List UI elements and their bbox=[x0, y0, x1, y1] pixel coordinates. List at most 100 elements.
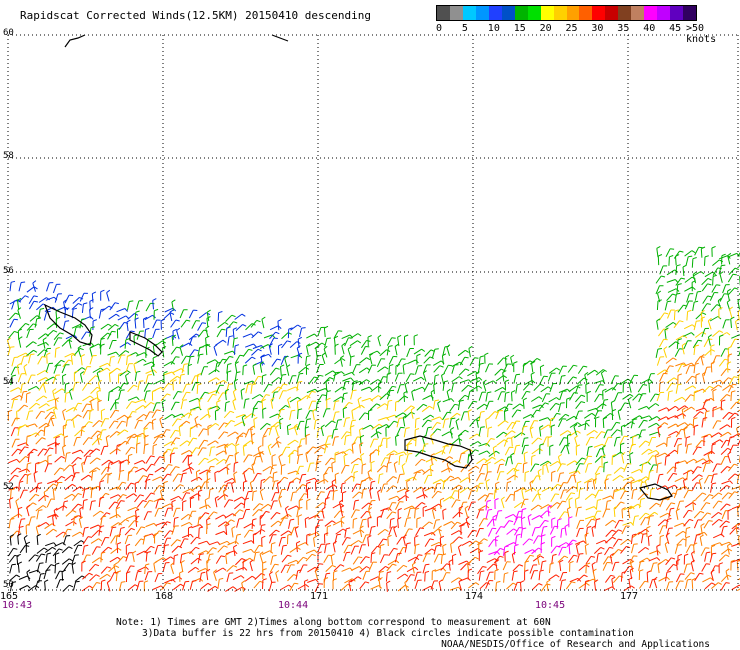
wind-barb-feather bbox=[178, 545, 183, 549]
wind-barb bbox=[722, 319, 727, 329]
wind-barb bbox=[340, 357, 343, 367]
wind-barb bbox=[701, 563, 707, 572]
wind-barb bbox=[731, 543, 740, 547]
wind-barb-feather bbox=[629, 452, 634, 455]
wind-barb-feather bbox=[305, 584, 310, 588]
wind-barb-feather bbox=[231, 481, 236, 485]
wind-barb-feather bbox=[267, 443, 272, 447]
wind-barb-feather bbox=[708, 520, 713, 522]
wind-barb-feather bbox=[718, 511, 723, 515]
wind-barb-feather bbox=[495, 535, 500, 538]
wind-barb-feather bbox=[71, 562, 76, 566]
wind-barb-feather bbox=[368, 507, 373, 511]
wind-barb-feather bbox=[707, 512, 712, 515]
wind-barb-feather bbox=[424, 443, 429, 445]
wind-barb bbox=[467, 490, 472, 500]
wind-barb-feather bbox=[358, 540, 363, 544]
wind-barb bbox=[475, 528, 481, 537]
wind-barb bbox=[605, 529, 613, 537]
wind-barb bbox=[603, 429, 608, 439]
wind-barb bbox=[725, 571, 729, 581]
wind-barb-feather bbox=[153, 443, 158, 447]
wind-barb bbox=[181, 364, 185, 374]
wind-barb bbox=[431, 349, 436, 358]
wind-barb bbox=[575, 545, 579, 555]
wind-barb-feather bbox=[115, 565, 120, 569]
wind-barb bbox=[477, 364, 481, 373]
wind-barb bbox=[727, 454, 731, 464]
wind-barb bbox=[81, 585, 90, 592]
wind-barb-feather bbox=[694, 424, 699, 427]
wind-barb bbox=[470, 385, 479, 392]
wind-barb-feather bbox=[291, 409, 296, 412]
wind-barb-feather bbox=[419, 527, 424, 529]
wind-barb bbox=[109, 486, 118, 491]
wind-barb-feather bbox=[198, 397, 203, 401]
wind-barb bbox=[79, 508, 82, 518]
wind-barb bbox=[46, 406, 55, 412]
wind-barb bbox=[307, 566, 316, 573]
wind-barb bbox=[275, 438, 280, 448]
wind-barb bbox=[596, 553, 599, 563]
wind-barb bbox=[576, 377, 585, 385]
wind-barb-feather bbox=[168, 464, 173, 466]
wind-barb bbox=[585, 437, 591, 446]
wind-barb-feather bbox=[646, 557, 651, 561]
wind-barb-feather bbox=[258, 544, 263, 547]
wind-barb bbox=[143, 391, 148, 401]
wind-barb-feather bbox=[43, 395, 48, 399]
wind-barb-feather bbox=[712, 552, 717, 555]
wind-barb-feather bbox=[116, 570, 122, 573]
wind-barb bbox=[379, 393, 387, 401]
wind-barb-feather bbox=[23, 404, 29, 408]
wind-barb bbox=[475, 382, 478, 392]
wind-barb-feather bbox=[16, 409, 21, 412]
wind-barb-feather bbox=[175, 319, 180, 322]
wind-barb bbox=[568, 545, 571, 555]
wind-barb bbox=[386, 337, 393, 346]
wind-barb-feather bbox=[297, 336, 303, 340]
wind-barb bbox=[621, 525, 627, 535]
wind-barb-feather bbox=[539, 425, 544, 428]
wind-barb bbox=[152, 319, 158, 329]
wind-barb-feather bbox=[383, 376, 388, 378]
wind-barb bbox=[296, 466, 301, 475]
wind-barb-feather bbox=[313, 549, 318, 554]
wind-barb bbox=[199, 469, 208, 475]
wind-barb-feather bbox=[257, 445, 262, 449]
wind-barb-feather bbox=[141, 526, 146, 529]
wind-barb-feather bbox=[39, 562, 44, 564]
wind-barb-feather bbox=[45, 522, 50, 526]
wind-barb bbox=[164, 508, 169, 517]
wind-barb-feather bbox=[23, 535, 28, 539]
wind-barb-feather bbox=[186, 319, 191, 322]
wind-barb-feather bbox=[410, 407, 415, 411]
wind-barb-feather bbox=[488, 426, 493, 429]
wind-barb-feather bbox=[331, 564, 337, 568]
wind-barb bbox=[145, 455, 152, 464]
wind-barb bbox=[442, 480, 445, 490]
wind-barb bbox=[414, 365, 419, 375]
wind-barb bbox=[90, 489, 93, 499]
wind-barb bbox=[574, 499, 577, 509]
wind-barb-feather bbox=[342, 491, 347, 494]
wind-barb bbox=[37, 459, 46, 465]
wind-barb bbox=[331, 429, 335, 439]
wind-barb-feather bbox=[643, 419, 648, 422]
wind-barb-feather bbox=[727, 431, 732, 436]
wind-barb bbox=[648, 422, 657, 428]
wind-barb bbox=[261, 319, 265, 329]
wind-barb-feather bbox=[393, 420, 398, 423]
wind-barb bbox=[115, 535, 118, 545]
wind-barb bbox=[317, 327, 322, 337]
wind-barb-feather bbox=[458, 487, 463, 491]
wind-barb bbox=[530, 570, 535, 580]
wind-barb-feather bbox=[205, 550, 210, 554]
wind-barb bbox=[637, 528, 646, 535]
wind-barb-feather bbox=[275, 331, 280, 335]
wind-barb bbox=[649, 579, 653, 589]
wind-barb bbox=[467, 465, 476, 472]
wind-barb bbox=[98, 367, 108, 373]
wind-barb-feather bbox=[89, 585, 94, 589]
wind-barb bbox=[538, 402, 546, 411]
